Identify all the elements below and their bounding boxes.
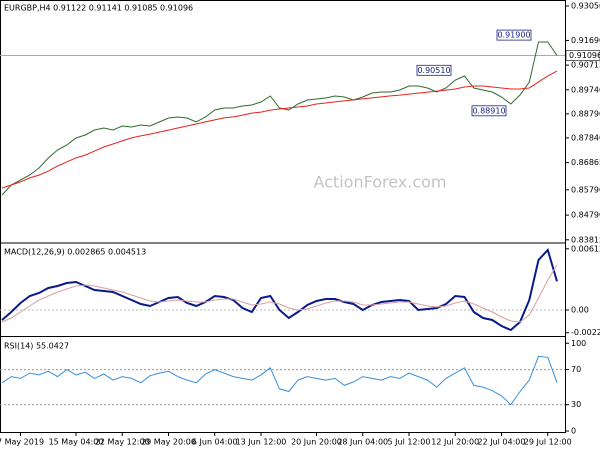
x-tick-label: 20 Jun 20:00 <box>291 438 342 447</box>
series-line <box>1 41 558 196</box>
panel-title: MACD(12,26,9) 0.002865 0.004513 <box>4 248 146 257</box>
y-tick-label: 30 <box>571 400 581 409</box>
panel-title: RSI(14) 55.0427 <box>4 342 69 351</box>
x-tick-label: 5 Jul 12:00 <box>388 438 431 447</box>
y-tick-label: 0 <box>571 427 576 436</box>
current-price-label: 0.91096 <box>569 51 600 60</box>
frame <box>0 0 566 433</box>
x-tick-label: 7 May 2019 <box>0 438 44 447</box>
y-tick-label: 70 <box>571 365 581 374</box>
x-tick-label: 22 Jul 04:00 <box>478 438 526 447</box>
annotation-label: 0.91900 <box>497 31 530 40</box>
y-tick-label: 0.00612 <box>571 244 600 253</box>
x-tick-label: 6 Jun 04:00 <box>192 438 238 447</box>
watermark: ActionForex.com <box>313 173 446 192</box>
y-tick-label: 0.86865 <box>571 158 600 167</box>
series-line <box>1 264 558 323</box>
panel-title: EURGBP,H4 0.91122 0.91141 0.91085 0.9109… <box>4 4 193 13</box>
series-line <box>1 70 558 189</box>
y-tick-label: 0.90715 <box>571 61 600 70</box>
y-tick-label: 100 <box>571 339 586 348</box>
x-tick-label: 13 Jun 12:00 <box>236 438 287 447</box>
series-line <box>1 355 558 406</box>
annotation-box <box>471 105 507 117</box>
x-tick-label: 12 Jul 20:00 <box>431 438 479 447</box>
annotation-label: 0.88910 <box>472 106 505 115</box>
x-tick-label: 15 May 04:00 <box>49 438 104 447</box>
y-tick-label: 0.00 <box>571 306 589 315</box>
x-tick-label: 28 Jun 04:00 <box>337 438 388 447</box>
x-tick-label: 29 May 20:00 <box>141 438 196 447</box>
x-tick-label: 22 May 12:00 <box>95 438 150 447</box>
annotation-box <box>496 29 532 41</box>
series-line <box>1 248 558 332</box>
annotation-box <box>416 64 452 76</box>
x-tick-label: 29 Jul 12:00 <box>524 438 572 447</box>
annotation-label: 0.90510 <box>417 66 450 75</box>
y-tick-label: 0.83815 <box>571 235 600 244</box>
y-tick-label: -0.002273 <box>571 328 600 337</box>
current-price-box <box>565 50 600 61</box>
